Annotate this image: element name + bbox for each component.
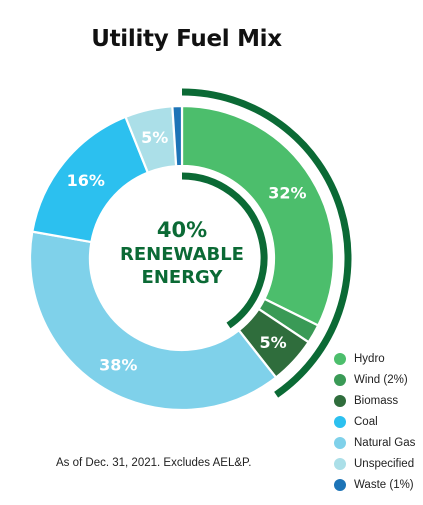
legend-label: Coal: [354, 415, 378, 428]
legend-label: Wind (2%): [354, 373, 408, 386]
legend-item-coal: Coal: [334, 411, 415, 432]
legend-swatch: [334, 457, 346, 470]
legend-swatch: [334, 394, 346, 407]
slice-labels: 32% 5% 38% 16% 5%: [67, 128, 307, 374]
legend-item-natural-gas: Natural Gas: [334, 432, 415, 453]
slice-hydro: [180, 104, 336, 327]
legend-label: Unspecified: [354, 457, 415, 470]
legend-item-biomass: Biomass: [334, 390, 415, 411]
slice-label-unspecified: 5%: [141, 128, 168, 147]
chart-title: Utility Fuel Mix: [91, 26, 282, 52]
slice-natural-gas: [28, 230, 278, 412]
slice-label-biomass: 5%: [260, 333, 287, 352]
renewable-brackets: [181, 88, 352, 398]
renewable-inner-bracket: [181, 172, 268, 329]
legend-swatch: [334, 352, 346, 365]
donut-slices: [28, 104, 336, 412]
slice-waste-1: [171, 104, 184, 168]
legend-swatch: [334, 478, 346, 491]
legend-label: Waste (1%): [354, 478, 414, 491]
legend-swatch: [334, 373, 346, 386]
slice-label-coal: 16%: [67, 171, 105, 190]
legend-swatch: [334, 415, 346, 428]
legend-label: Biomass: [354, 394, 399, 407]
legend-item-unspecified: Unspecified: [334, 453, 415, 474]
legend-label: Hydro: [354, 352, 385, 365]
legend-label: Natural Gas: [354, 436, 416, 449]
footnote: As of Dec. 31, 2021. Excludes AEL&P.: [56, 457, 252, 469]
center-text-line: ENERGY: [142, 267, 224, 288]
legend-item-hydro: Hydro: [334, 348, 415, 369]
legend-item-waste-1: Waste (1%): [334, 474, 415, 495]
center-text-line: RENEWABLE: [120, 244, 244, 265]
legend-swatch: [334, 436, 346, 449]
renewable-outer-bracket: [181, 88, 352, 398]
center-text-line: 40%: [157, 218, 207, 242]
slice-label-natural-gas: 38%: [99, 355, 137, 374]
slice-label-hydro: 32%: [268, 184, 306, 203]
legend: Hydro Wind (2%) Biomass Coal Natural Gas Unsp…: [334, 348, 415, 495]
legend-item-wind-2: Wind (2%): [334, 369, 415, 390]
